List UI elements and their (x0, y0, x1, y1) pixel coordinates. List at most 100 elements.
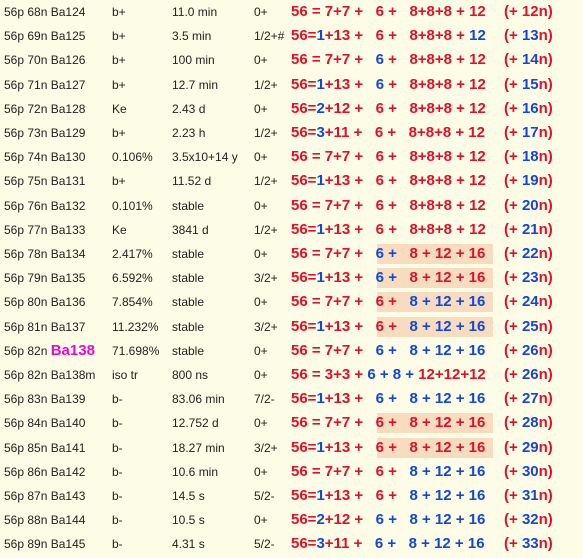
decay-mode: 0.101% (112, 198, 153, 213)
decay-mode: b+ (112, 53, 126, 68)
row-highlight (377, 244, 493, 264)
spin-parity: 1/2+ (254, 126, 278, 140)
table-row: 56p 82n Ba138 71.698% stable 0+ 56 = 7+7 + 6… (0, 339, 583, 363)
shell-formula: 56 = 7+7 + 6 + 8 + 12 + 16 (291, 245, 486, 262)
neutron-excess: (+ 29n) (504, 438, 553, 456)
half-life: 3.5 min (172, 29, 212, 44)
table-row: 56p 78n Ba134 2.417% stable 0+ 56 = 7+7 + 6 … (0, 242, 583, 266)
decay-mode: iso tr (112, 368, 139, 382)
shell-formula: 56 = 7+7 + 6 + 8 + 12 + 16 (291, 293, 486, 311)
isotope-label: 56p 82n Ba138 (4, 341, 95, 359)
neutron-excess: (+ 32n) (504, 511, 553, 529)
shell-formula: 56 = 7+7 + 6 + 8 + 12 + 16 (291, 462, 486, 480)
table-row: 56p 74n Ba130 0.106% 3.5x10+14 y 0+ 56 = 7+7… (0, 145, 583, 169)
isotope-label: 56p 68n Ba124 (4, 5, 86, 19)
table-row: 56p 86n Ba142 b- 10.6 min 0+ 56 = 7+7 + 6 + … (0, 460, 583, 484)
half-life: 100 min (172, 53, 215, 68)
isotope-label: 56p 84n Ba140 (4, 416, 86, 431)
row-highlight (377, 268, 493, 289)
half-life: 4.31 s (172, 537, 205, 552)
table-row: 56p 79n Ba135 6.592% stable 3/2+ 56=1+13 + 6… (0, 266, 583, 290)
half-life: 2.23 h (172, 126, 206, 140)
table-row: 56p 75n Ba131 b+ 11.52 d 1/2+ 56=1+13 + 6 + … (0, 169, 583, 193)
spin-parity: 0+ (254, 513, 268, 528)
shell-formula: 56 = 3+3 + 6 + 8 + 12+12+12 (291, 366, 486, 383)
isotope-label: 56p 69n Ba125 (4, 29, 86, 44)
row-highlight (377, 316, 493, 337)
isotope-label: 56p 78n Ba134 (4, 247, 86, 261)
shell-formula: 56=3+11 + 6 + 8+8+8 + 12 (291, 124, 485, 141)
decay-mode: b+ (112, 126, 126, 140)
decay-mode: b- (112, 392, 123, 407)
row-highlight (377, 437, 493, 458)
neutron-excess: (+ 19n) (504, 172, 553, 190)
spin-parity: 0+ (254, 101, 268, 116)
shell-formula: 56=1+13 + 6 + 8+8+8 + 12 (291, 27, 486, 45)
table-row: 56p 73n Ba129 b+ 2.23 h 1/2+ 56=3+11 + 6 + 8… (0, 121, 583, 145)
half-life: 10.5 s (172, 513, 205, 528)
isotope-label: 56p 79n Ba135 (4, 271, 86, 286)
isotope-label: 56p 80n Ba136 (4, 295, 86, 310)
spin-parity: 0+ (254, 343, 268, 358)
decay-mode: 6.592% (112, 271, 153, 286)
isotope-label: 56p 76n Ba132 (4, 198, 86, 213)
half-life: stable (172, 319, 205, 334)
half-life: 2.43 d (172, 101, 206, 116)
spin-parity: 0+ (254, 198, 268, 213)
spin-parity: 0+ (254, 247, 268, 261)
neutron-excess: (+ 21n) (504, 220, 553, 238)
table-row: 56p 88n Ba144 b- 10.5 s 0+ 56=2+12 + 6 + 8 +… (0, 508, 583, 532)
isotope-label: 56p 71n Ba127 (4, 77, 86, 92)
half-life: stable (172, 295, 205, 310)
spin-parity: 0+ (254, 5, 268, 19)
table-row: 56p 82n Ba138m iso tr 800 ns 0+ 56 = 3+3 + 6… (0, 363, 583, 387)
neutron-excess: (+ 26n) (504, 366, 553, 383)
table-row: 56p 72n Ba128 Ke 2.43 d 0+ 56=2+12 + 6 + 8+8… (0, 97, 583, 121)
table-row: 56p 81n Ba137 11.232% stable 3/2+ 56=1+13 + … (0, 315, 583, 339)
spin-parity: 3/2+ (254, 440, 278, 455)
isotope-label: 56p 81n Ba137 (4, 319, 86, 334)
neutron-excess: (+ 12n) (504, 3, 553, 20)
decay-mode: Ke (112, 101, 127, 116)
shell-formula: 56=1+13 + 6 + 8+8+8 + 12 (291, 220, 486, 238)
decay-mode: 7.854% (112, 295, 153, 310)
shell-formula: 56 = 7+7 + 6 + 8+8+8 + 12 (291, 3, 486, 20)
shell-formula: 56 = 7+7 + 6 + 8 + 12 + 16 (291, 341, 486, 359)
spin-parity: 7/2- (254, 392, 275, 407)
spin-parity: 0+ (254, 295, 268, 310)
shell-formula: 56=2+12 + 6 + 8 + 12 + 16 (291, 511, 486, 529)
half-life: 800 ns (172, 368, 209, 382)
half-life: 3.5x10+14 y (172, 150, 238, 165)
neutron-excess: (+ 25n) (504, 317, 553, 335)
shell-formula: 56=1+13 + 6 + 8 + 12 + 16 (291, 317, 486, 335)
decay-mode: 2.417% (112, 247, 153, 261)
table-row: 56p 71n Ba127 b+ 12.7 min 1/2+ 56=1+13 + 6 +… (0, 73, 583, 97)
decay-mode: b- (112, 537, 123, 552)
table-row: 56p 80n Ba136 7.854% stable 0+ 56 = 7+7 + 6 … (0, 290, 583, 314)
neutron-excess: (+ 24n) (504, 293, 553, 311)
table-row: 56p 83n Ba139 b- 83.06 min 7/2- 56=1+13 + 6 … (0, 387, 583, 411)
spin-parity: 1/2+# (254, 29, 285, 44)
table-row: 56p 87n Ba143 b- 14.5 s 5/2- 56=1+13 + 6 + 8… (0, 484, 583, 508)
half-life: stable (172, 198, 205, 213)
spin-parity: 0+ (254, 368, 268, 382)
table-row: 56p 70n Ba126 b+ 100 min 0+ 56 = 7+7 + 6 + 8… (0, 48, 583, 72)
table-row: 56p 77n Ba133 Ke 3841 d 1/2+ 56=1+13 + 6 + 8… (0, 218, 583, 242)
half-life: stable (172, 247, 205, 261)
table-row: 56p 85n Ba141 b- 18.27 min 3/2+ 56=1+13 + 6 … (0, 436, 583, 460)
decay-mode: 71.698% (112, 343, 160, 358)
decay-mode: 11.232% (112, 319, 159, 334)
neutron-excess: (+ 17n) (504, 124, 553, 141)
shell-formula: 56 = 7+7 + 6 + 8+8+8 + 12 (291, 148, 486, 166)
spin-parity: 0+ (254, 53, 268, 68)
half-life: 10.6 min (172, 464, 219, 479)
shell-formula: 56=3+11 + 6 + 8 + 12 + 16 (291, 535, 485, 553)
half-life: 83.06 min (172, 392, 225, 407)
neutron-excess: (+ 31n) (504, 487, 553, 504)
row-highlight (377, 413, 493, 434)
half-life: 14.5 s (172, 489, 205, 503)
half-life: 12.752 d (172, 416, 219, 431)
neutron-excess: (+ 20n) (504, 196, 553, 214)
isotope-label: 56p 72n Ba128 (4, 101, 86, 116)
decay-mode: b+ (112, 29, 126, 44)
